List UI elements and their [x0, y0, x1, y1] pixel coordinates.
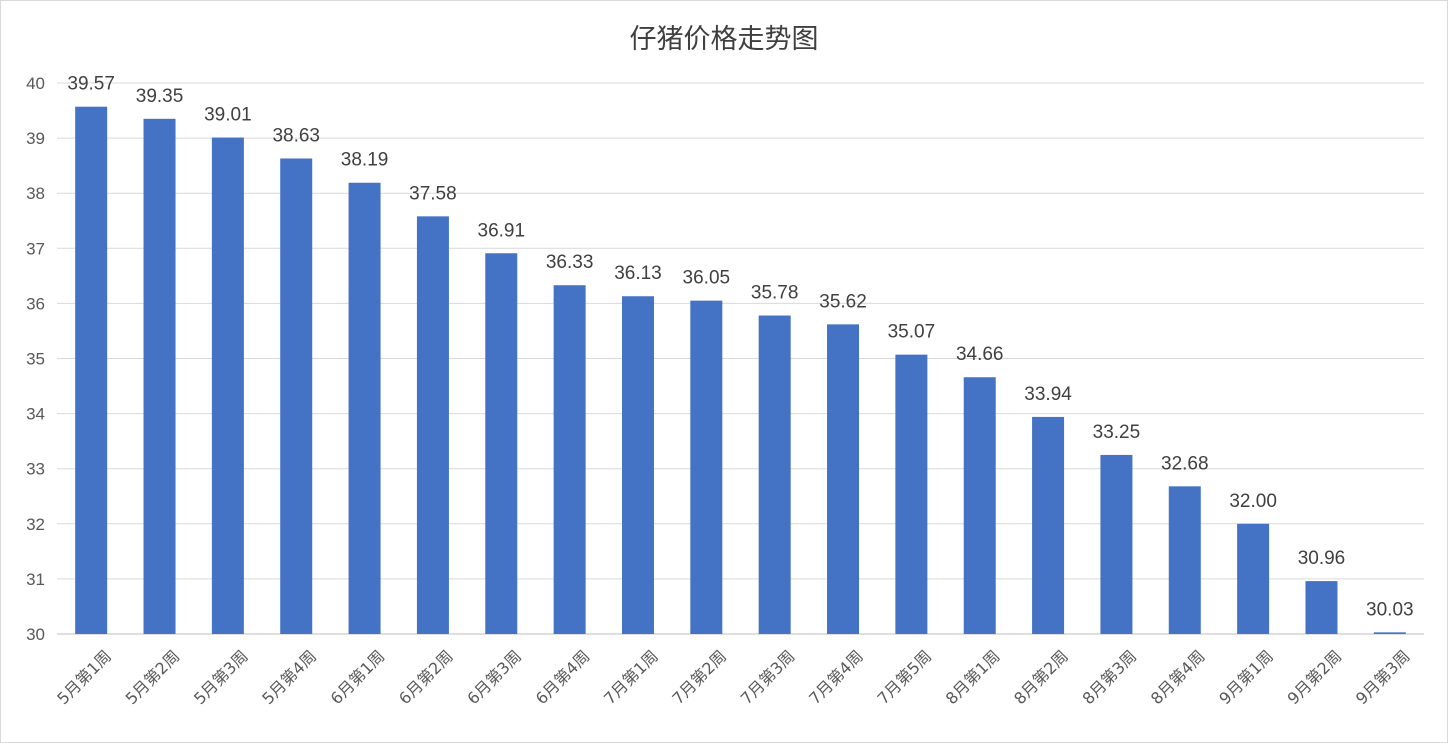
x-tick-label: 6月第4周	[532, 646, 594, 708]
data-label: 30.96	[1298, 548, 1346, 569]
bar	[1237, 523, 1270, 634]
y-tick-label: 39	[26, 129, 45, 148]
bar	[690, 300, 723, 634]
bar	[963, 377, 996, 634]
bar	[1373, 632, 1406, 634]
data-label: 35.62	[819, 291, 867, 312]
bar	[416, 216, 449, 635]
data-label: 36.13	[614, 263, 662, 284]
bar	[211, 137, 244, 634]
chart-title: 仔猪价格走势图	[629, 24, 819, 55]
x-tick-label: 6月第2周	[395, 646, 457, 708]
data-label: 35.07	[888, 322, 936, 343]
data-label: 35.78	[751, 283, 799, 304]
data-label: 39.01	[204, 105, 252, 126]
data-label: 30.03	[1366, 599, 1414, 620]
data-label: 33.25	[1093, 422, 1141, 443]
bar	[1168, 486, 1201, 634]
x-tick-label: 7月第4周	[805, 646, 867, 708]
bar	[827, 324, 860, 634]
y-tick-label: 34	[26, 405, 45, 424]
x-tick-label: 9月第2周	[1284, 646, 1346, 708]
data-label: 38.63	[272, 125, 320, 146]
bar	[143, 118, 176, 634]
data-label: 36.05	[683, 268, 731, 289]
x-tick-label: 8月第1周	[942, 646, 1004, 708]
data-label: 39.35	[136, 86, 184, 107]
bar	[758, 315, 791, 634]
y-tick-label: 40	[26, 74, 45, 93]
x-tick-label: 6月第1周	[327, 646, 389, 708]
x-tick-label: 7月第3周	[737, 646, 799, 708]
x-tick-label: 8月第4周	[1147, 646, 1209, 708]
bar	[280, 158, 313, 634]
data-label: 36.91	[478, 220, 526, 241]
data-label: 33.94	[1024, 384, 1072, 405]
x-tick-label: 5月第4周	[258, 646, 320, 708]
bar	[553, 285, 586, 634]
y-tick-label: 35	[26, 350, 45, 369]
x-tick-label: 7月第1周	[600, 646, 662, 708]
bar	[621, 296, 654, 634]
data-label: 34.66	[956, 344, 1004, 365]
y-tick-label: 37	[26, 239, 45, 258]
bar	[1100, 454, 1133, 634]
bar	[485, 253, 518, 634]
y-tick-label: 36	[26, 294, 45, 313]
y-tick-label: 31	[26, 570, 45, 589]
data-label: 37.58	[409, 183, 457, 204]
x-tick-label: 9月第3周	[1352, 646, 1414, 708]
data-label: 38.19	[341, 150, 389, 171]
y-tick-label: 30	[26, 625, 45, 644]
data-label: 32.00	[1229, 491, 1277, 512]
x-tick-label: 5月第1周	[53, 646, 115, 708]
bar	[1305, 581, 1338, 634]
y-tick-label: 33	[26, 460, 45, 479]
x-tick-label: 8月第3周	[1079, 646, 1141, 708]
x-tick-label: 5月第2周	[122, 646, 184, 708]
x-tick-label: 6月第3周	[463, 646, 525, 708]
x-tick-label: 5月第3周	[190, 646, 252, 708]
bar	[895, 354, 928, 634]
data-label: 39.57	[67, 74, 115, 95]
bar	[348, 182, 381, 634]
bar	[75, 106, 108, 635]
y-tick-label: 38	[26, 184, 45, 203]
x-tick-label: 7月第2周	[668, 646, 730, 708]
x-tick-label: 9月第1周	[1215, 646, 1277, 708]
y-tick-label: 32	[26, 515, 45, 534]
data-label: 32.68	[1161, 453, 1209, 474]
bar	[1032, 416, 1065, 634]
x-tick-label: 8月第2周	[1010, 646, 1072, 708]
data-label: 36.33	[546, 252, 594, 273]
x-tick-label: 7月第5周	[873, 646, 935, 708]
